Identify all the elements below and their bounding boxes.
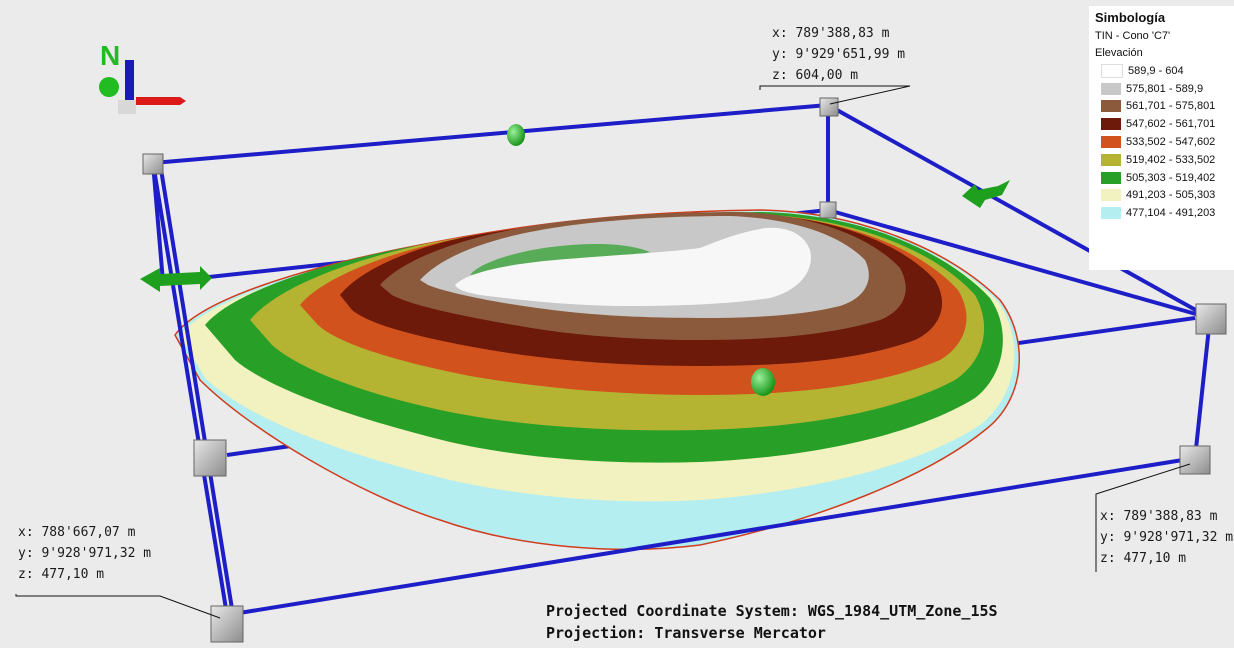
north-arrow-label: N: [100, 40, 120, 71]
coord-top-z: z: 604,00 m: [772, 68, 859, 83]
legend-swatch: [1101, 189, 1121, 202]
legend-swatch: [1101, 100, 1121, 113]
coord-br-x: x: 789'388,83 m: [1100, 509, 1218, 524]
legend-label: 519,402 - 533,502: [1126, 153, 1216, 166]
legend-label: 505,303 - 519,402: [1126, 171, 1216, 184]
legend-label: 533,502 - 547,602: [1126, 136, 1216, 149]
coord-label-top: x: 789'388,83 m y: 9'929'651,99 m z: 604…: [764, 23, 905, 86]
corner-handles[interactable]: [142, 97, 1227, 643]
north-arrow-base: [118, 100, 136, 114]
projection-info: Projected Coordinate System: WGS_1984_UT…: [546, 600, 998, 644]
legend-swatch: [1101, 63, 1123, 78]
legend-swatch: [1101, 153, 1121, 166]
legend-layer-name: TIN - Cono 'C7': [1095, 30, 1171, 42]
legend-field-name: Elevación: [1095, 47, 1143, 59]
projection-line-1: Projected Coordinate System: WGS_1984_UT…: [546, 602, 998, 620]
legend-label: 575,801 - 589,9: [1126, 82, 1204, 95]
corner-handle-top-right: [819, 97, 839, 117]
coord-label-bottom-right: x: 789'388,83 m y: 9'928'971,32 m z: 477…: [1100, 506, 1233, 569]
coord-br-z: z: 477,10 m: [1100, 551, 1187, 566]
projection-line-2: Projection: Transverse Mercator: [546, 624, 826, 642]
rotate-handle-top: [507, 124, 525, 146]
elev-589-604: [455, 227, 811, 306]
legend-swatch: [1101, 82, 1121, 95]
corner-handle-right: [1195, 303, 1227, 335]
scale-handle-left: [140, 266, 212, 292]
rotation-handles[interactable]: [140, 124, 1010, 396]
legend-label: 561,701 - 575,801: [1126, 100, 1216, 113]
coord-top-x: x: 789'388,83 m: [772, 26, 890, 41]
legend-swatch: [1101, 118, 1121, 131]
legend-row: 533,502 - 547,602: [1089, 133, 1234, 151]
label-leaders: [15, 85, 1191, 619]
corner-handle-top-left: [142, 153, 164, 175]
legend-row: 575,801 - 589,9: [1089, 80, 1234, 98]
legend-row: 519,402 - 533,502: [1089, 151, 1234, 169]
rotate-handle-center: [751, 368, 775, 396]
coord-bl-x: x: 788'667,07 m: [18, 525, 136, 540]
legend-label: 477,104 - 491,203: [1126, 207, 1216, 220]
legend-row: 477,104 - 491,203: [1089, 204, 1234, 222]
north-arrow: N: [99, 40, 186, 114]
legend-row: 589,9 - 604: [1089, 62, 1234, 80]
legend-title: Simbología: [1095, 10, 1166, 25]
coord-bl-y: y: 9'928'971,32 m: [18, 546, 152, 561]
legend-row: 505,303 - 519,402: [1089, 169, 1234, 187]
tin-terrain-surface[interactable]: [174, 209, 1020, 551]
coord-top-y: y: 9'929'651,99 m: [772, 47, 906, 62]
corner-handle-left-mid: [193, 439, 227, 477]
legend-row: 547,602 - 561,701: [1089, 115, 1234, 133]
coord-br-y: y: 9'928'971,32 m: [1100, 530, 1234, 545]
coord-bl-z: z: 477,10 m: [18, 567, 105, 582]
legend-swatch: [1101, 136, 1121, 149]
legend-classes: 589,9 - 604 575,801 - 589,9 561,701 - 57…: [1089, 62, 1234, 222]
corner-handle-bottom-left: [210, 605, 244, 643]
legend-panel: Simbología TIN - Cono 'C7' Elevación 589…: [1089, 6, 1234, 270]
legend-row: 491,203 - 505,303: [1089, 187, 1234, 205]
scale-handle-right: [962, 180, 1010, 208]
north-arrow-x-axis: [136, 97, 186, 105]
corner-handle-bottom-right: [1179, 445, 1211, 475]
legend-row: 561,701 - 575,801: [1089, 98, 1234, 116]
legend-swatch: [1101, 207, 1121, 220]
corner-handle-back-mid: [819, 201, 837, 219]
legend-label: 491,203 - 505,303: [1126, 189, 1216, 202]
north-arrow-y-axis: [125, 60, 134, 100]
legend-label: 589,9 - 604: [1128, 64, 1184, 77]
north-arrow-origin: [99, 77, 119, 97]
coord-label-bottom-left: x: 788'667,07 m y: 9'928'971,32 m z: 477…: [18, 522, 151, 585]
legend-swatch: [1101, 171, 1121, 184]
legend-label: 547,602 - 561,701: [1126, 118, 1216, 131]
bounding-box-front: [151, 103, 1212, 617]
